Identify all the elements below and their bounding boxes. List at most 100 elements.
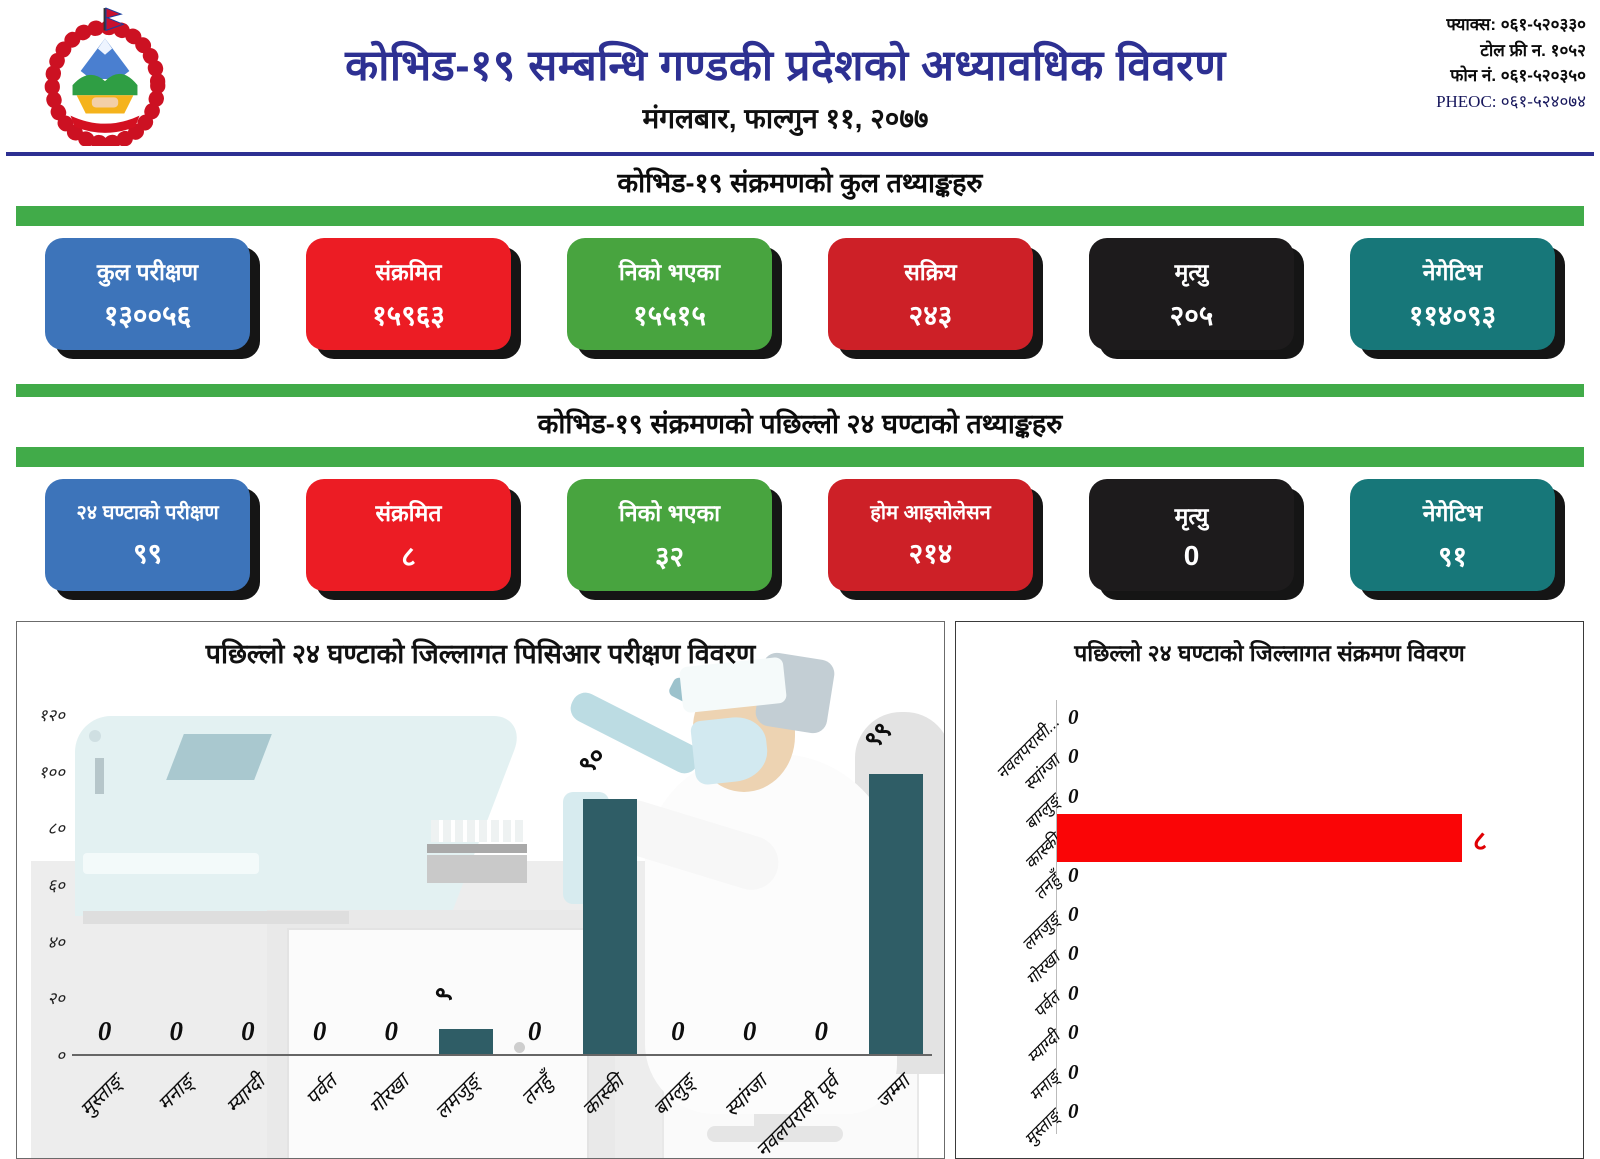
recovered-card: निको भएका १५५१५ <box>567 238 772 350</box>
total-tests-card-label: कुल परीक्षण <box>96 258 199 285</box>
zero-marker: 0 <box>1068 704 1079 729</box>
zero-marker: 0 <box>1068 744 1079 769</box>
bar-value-label: ८ <box>1473 826 1488 857</box>
recovered-24h-card-label: निको भएका <box>618 499 721 526</box>
zero-marker: 0 <box>241 1016 255 1046</box>
deaths-24h-card-value: 0 <box>1183 539 1200 571</box>
y-axis-tick: ४० <box>47 932 65 952</box>
home-isolation-card: होम आइसोलेसन २१४ <box>828 479 1033 591</box>
illustration-machine-light <box>89 730 101 742</box>
negative-24h-card: नेगेटिभ ९१ <box>1350 479 1555 591</box>
pcr-chart-plot: १२० १०० ८० ६० ४० २० ० 0 मुस्ताङ् 0 मनाङ् 0 म्याग्दी 0… <box>17 622 944 1158</box>
green-divider-1 <box>16 206 1584 226</box>
bar-3 <box>1057 814 1462 863</box>
zero-marker: 0 <box>742 1016 757 1046</box>
bar-value-label: ९० <box>572 741 611 780</box>
zero-marker: 0 <box>1068 862 1079 887</box>
home-isolation-card-label: होम आइसोलेसन <box>870 502 991 524</box>
y-axis-tick: २० <box>47 989 65 1009</box>
recovered-24h-card: निको भएका ३२ <box>567 479 772 591</box>
negative-24h-card-value: ९१ <box>1437 540 1468 572</box>
infected-24h-card-label: संक्रमित <box>375 499 442 526</box>
bar-7 <box>582 799 637 1054</box>
infections-chart-panel: पछिल्लो २४ घण्टाको जिल्लागत संक्रमण विवर… <box>955 621 1584 1159</box>
pcr-tests-chart-panel: पछिल्लो २४ घण्टाको जिल्लागत पिसिआर परीक्… <box>16 621 945 1159</box>
bar-11 <box>869 773 924 1054</box>
total-tests-card: कुल परीक्षण १३००५६ <box>45 238 250 350</box>
zero-marker: 0 <box>169 1016 184 1046</box>
contact-pheoc: PHEOC: ०६१-५२४०७४ <box>1436 91 1586 111</box>
last24-stats-cards: २४ घण्टाको परीक्षण ९९ संक्रमित ८ निको भएका ३२… <box>0 467 1600 613</box>
bar-5 <box>439 1028 494 1054</box>
zero-marker: 0 <box>384 1016 399 1046</box>
y-axis-tick: ० <box>56 1046 65 1065</box>
x-axis-line <box>72 1054 932 1056</box>
charts-row: पछिल्लो २४ घण्टाको जिल्लागत पिसिआर परीक्… <box>16 621 1584 1159</box>
section-last24-title: कोभिड-१९ संक्रमणको पछिल्लो २४ घण्टाको तथ… <box>537 409 1063 439</box>
contact-fax: फ्याक्स: ०६१-५२०३३० <box>1446 15 1586 34</box>
y-axis-line <box>1056 700 1057 1134</box>
deaths-card-value: २०५ <box>1169 299 1214 331</box>
negative-card-value: ११४०९३ <box>1408 299 1497 331</box>
infections-chart-title: पछिल्लो २४ घण्टाको जिल्लागत संक्रमण विवर… <box>1074 640 1465 666</box>
negative-24h-card-label: नेगेटिभ <box>1422 499 1483 526</box>
negative-card-label: नेगेटिभ <box>1422 258 1483 285</box>
illustration-cabinet-door <box>287 928 589 1158</box>
zero-marker: 0 <box>814 1016 829 1046</box>
recovered-card-value: १५५१५ <box>633 299 706 331</box>
zero-marker: 0 <box>1068 902 1079 926</box>
illustration-rack-strip <box>427 844 527 853</box>
illustration-rack-base <box>427 855 527 883</box>
bar-value-label: ९९ <box>858 715 898 755</box>
illustration-cabinet-handle <box>514 1042 525 1053</box>
section-total-title: कोभिड-१९ संक्रमणको कुल तथ्याङ्कहरु <box>617 168 983 198</box>
nepal-emblem-icon <box>44 7 166 146</box>
recovered-24h-card-value: ३२ <box>654 540 685 572</box>
illustration-machine-tray <box>83 853 259 874</box>
illustration-test-tubes <box>431 820 525 842</box>
nepal-emblem-logo <box>0 4 210 146</box>
active-card: सक्रिय २४३ <box>828 238 1033 350</box>
tests-24h-card-label: २४ घण्टाको परीक्षण <box>76 502 219 524</box>
green-divider-2 <box>16 384 1584 397</box>
page-title: कोभिड-१९ सम्बन्धि गण्डकी प्रदेशको अध्याव… <box>345 42 1226 90</box>
active-card-value: २४३ <box>908 299 953 331</box>
negative-card: नेगेटिभ ११४०९३ <box>1350 238 1555 350</box>
contact-tollfree: टोल फ्री न. १०५२ <box>1480 40 1586 60</box>
illustration-machine-slot <box>95 758 104 794</box>
total-tests-card-value: १३००५६ <box>103 299 192 331</box>
y-axis-tick: ८० <box>47 819 65 839</box>
contact-phone: फोन नं. ०६१-५२०३५० <box>1450 66 1586 85</box>
infected-card-value: १५९६३ <box>372 299 445 331</box>
date-line: मंगलबार, फाल्गुन ११, २०७७ <box>642 103 929 134</box>
home-isolation-card-value: २१४ <box>908 538 953 569</box>
illustration-desk <box>83 911 349 924</box>
total-stats-cards: कुल परीक्षण १३००५६ संक्रमित १५९६३ निको भएका १… <box>0 226 1600 372</box>
bar-value-label: ९ <box>428 980 458 1010</box>
zero-marker: 0 <box>97 1016 112 1046</box>
zero-marker: 0 <box>1068 941 1079 966</box>
zero-marker: 0 <box>1068 783 1079 808</box>
deaths-card: मृत्यु २०५ <box>1089 238 1294 350</box>
zero-marker: 0 <box>1068 980 1079 1005</box>
deaths-24h-card: मृत्यु 0 <box>1089 479 1294 591</box>
y-axis-tick: ६० <box>47 876 65 895</box>
infected-card-label: संक्रमित <box>375 258 442 285</box>
deaths-card-label: मृत्यु <box>1174 258 1209 285</box>
infections-chart-plot: नवलपरासी... 0 स्यांग्जा 0 बाग्लुङ् 0 कास्की ८ तन… <box>956 622 1583 1158</box>
y-axis-tick: १२० <box>38 706 65 725</box>
recovered-card-label: निको भएका <box>618 258 721 285</box>
tests-24h-card-value: ९९ <box>132 538 163 569</box>
y-axis-tick: १०० <box>38 762 65 782</box>
header: कोभिड-१९ सम्बन्धि गण्डकी प्रदेशको अध्याव… <box>0 0 1600 152</box>
zero-marker: 0 <box>1068 1059 1079 1084</box>
tests-24h-card: २४ घण्टाको परीक्षण ९९ <box>45 479 250 591</box>
pcr-chart-title: पछिल्लो २४ घण्टाको जिल्लागत पिसिआर परीक्… <box>205 639 756 669</box>
green-divider-3 <box>16 447 1584 467</box>
zero-marker: 0 <box>527 1016 542 1046</box>
infected-card: संक्रमित १५९६३ <box>306 238 511 350</box>
infected-24h-card: संक्रमित ८ <box>306 479 511 591</box>
active-card-label: सक्रिय <box>904 258 957 285</box>
infected-24h-card-value: ८ <box>401 540 416 572</box>
